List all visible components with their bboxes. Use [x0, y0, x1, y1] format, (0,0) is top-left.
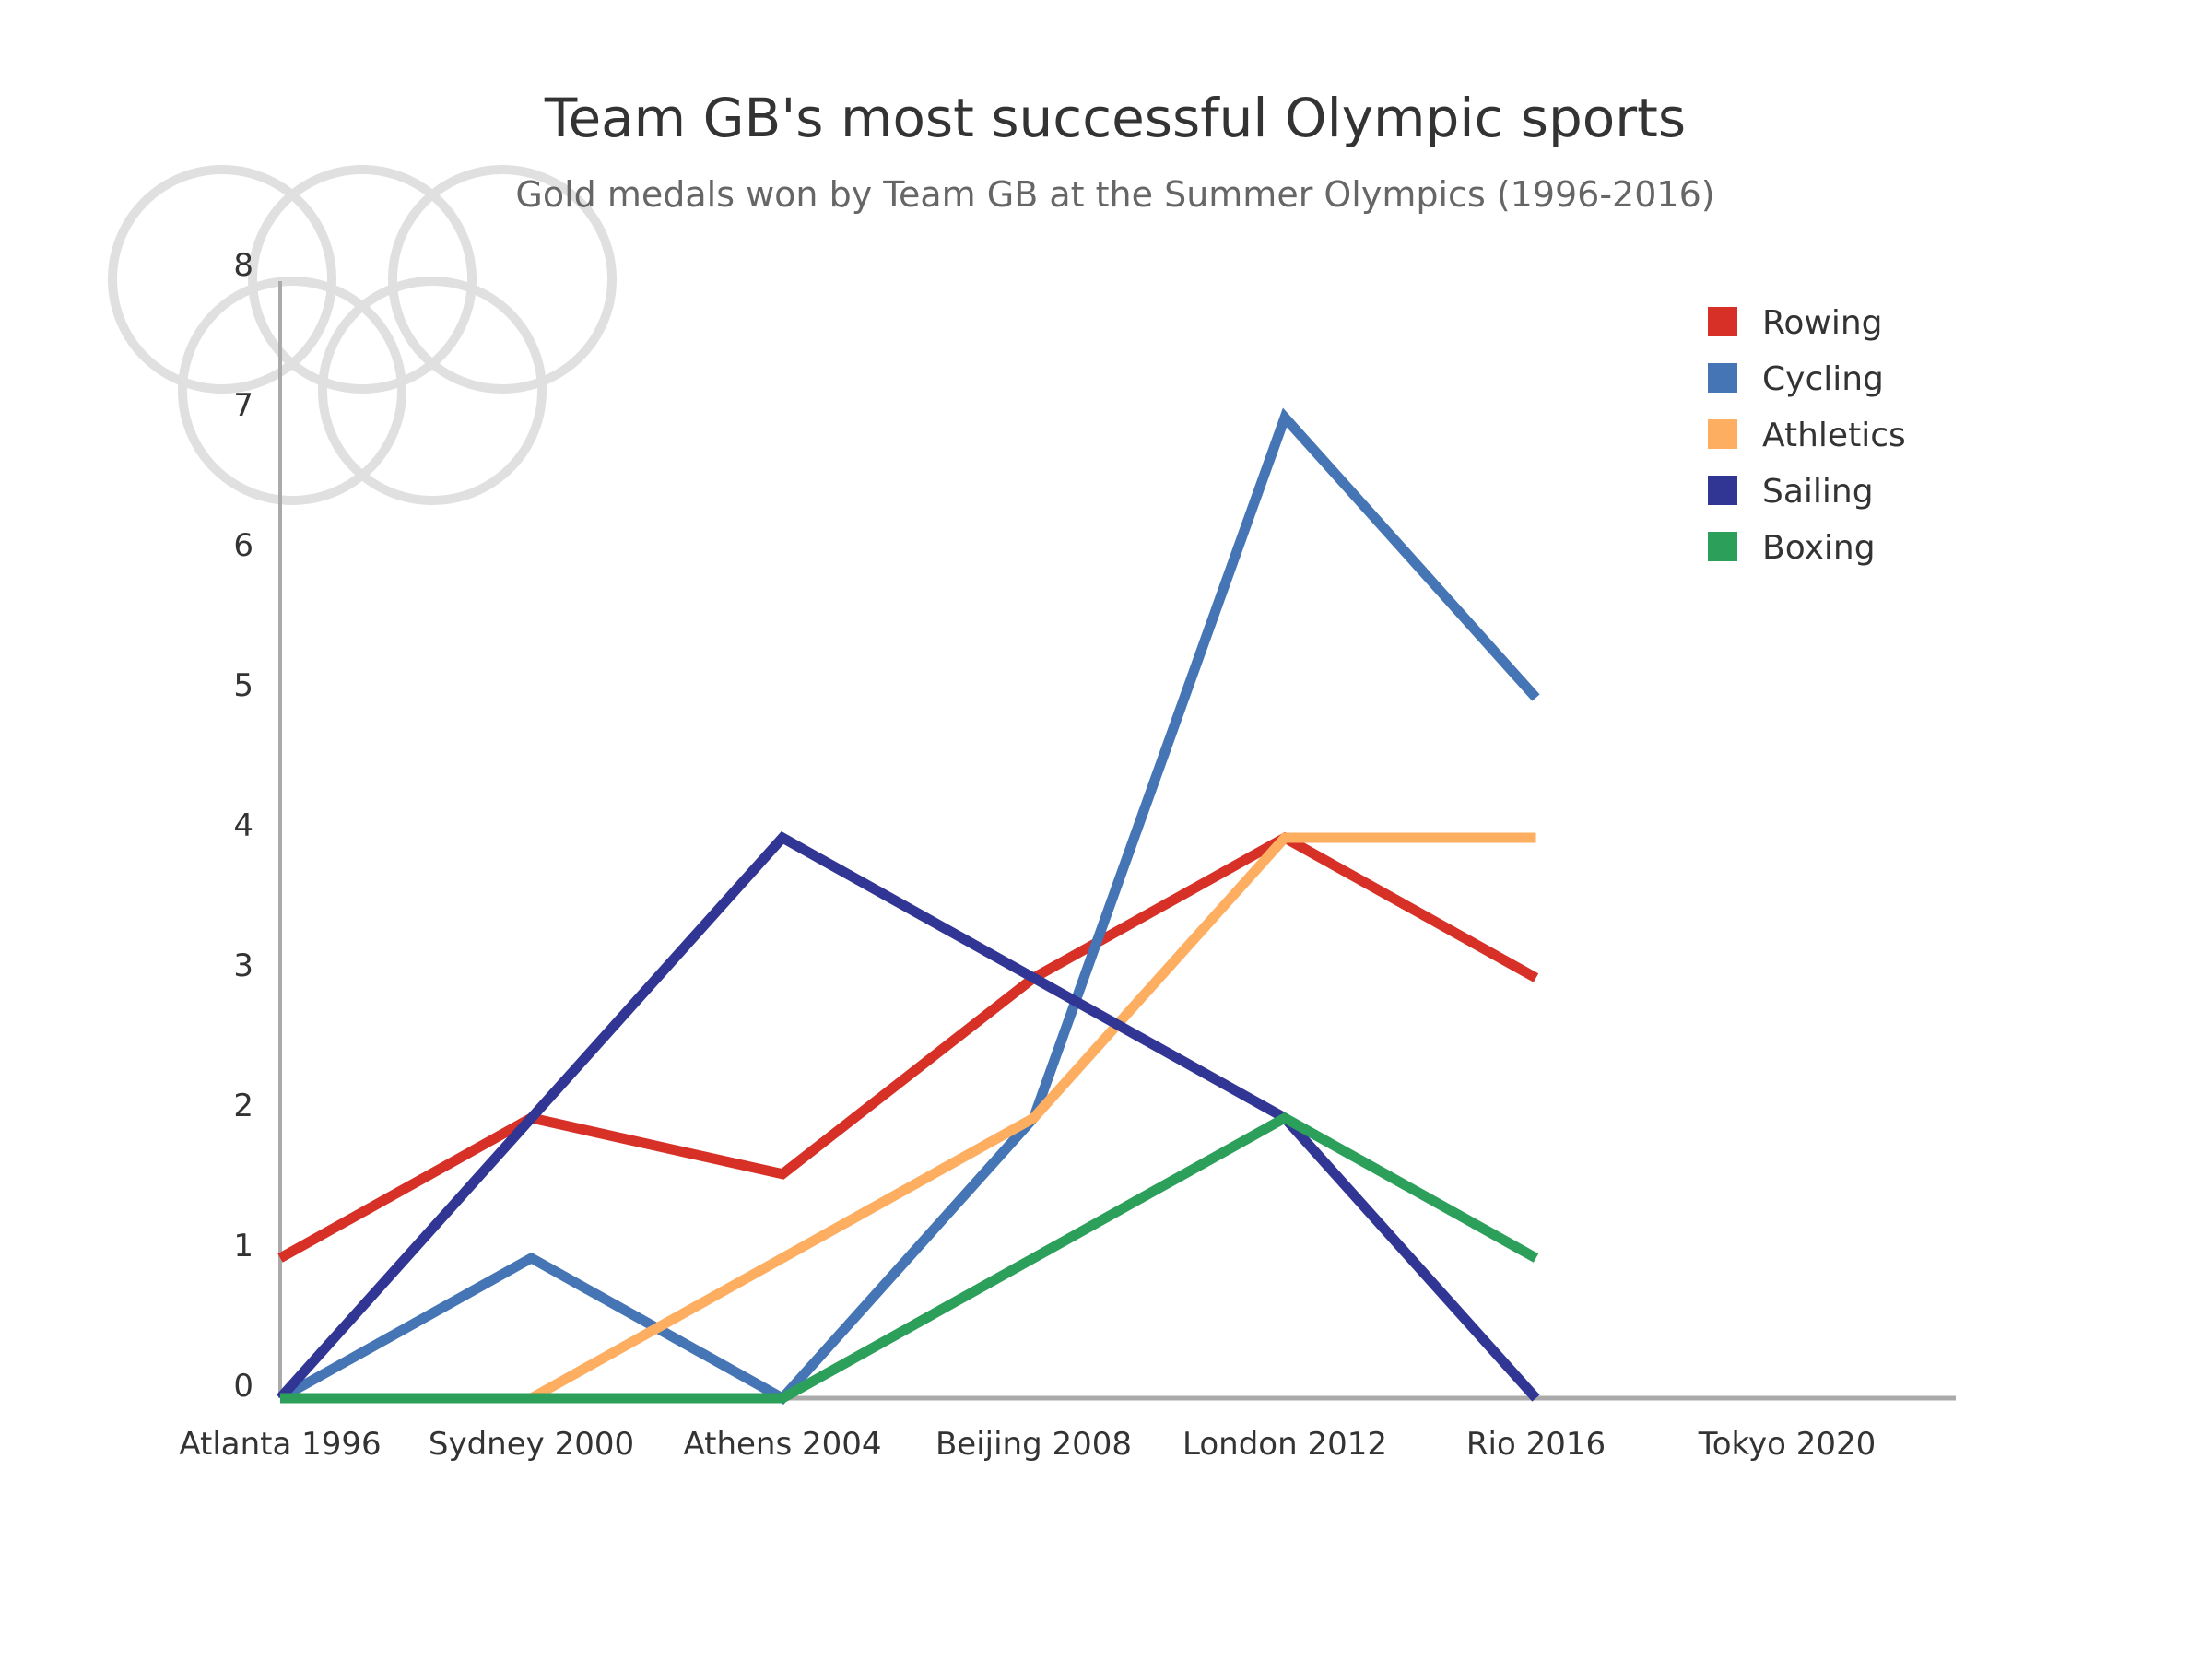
series-line-cycling [277, 407, 1540, 1405]
legend-swatch-athletics [1708, 419, 1737, 449]
olympic-ring [108, 165, 336, 394]
x-tick-label: Sydney 2000 [429, 1426, 634, 1463]
legend-label-athletics: Athletics [1762, 417, 1906, 454]
series-line-athletics [528, 832, 1536, 1403]
legend-swatch-cycling [1708, 363, 1737, 393]
y-axis-ticks: 0 1 2 3 4 5 6 7 8 [233, 247, 253, 1405]
series-lines [276, 407, 1540, 1405]
legend-swatch-sailing [1708, 476, 1737, 505]
y-tick-label: 1 [233, 1228, 253, 1265]
x-tick-label: Rio 2016 [1466, 1426, 1606, 1463]
legend-swatch-rowing [1708, 307, 1737, 336]
legend-swatch-boxing [1708, 532, 1737, 561]
legend-label-sailing: Sailing [1762, 473, 1874, 511]
series-line-sailing [276, 831, 1540, 1402]
x-tick-label: Atlanta 1996 [179, 1426, 381, 1463]
x-tick-label: Beijing 2008 [935, 1426, 1132, 1463]
y-tick-label: 5 [233, 667, 253, 704]
y-tick-label: 0 [233, 1368, 253, 1405]
y-tick-label: 2 [233, 1088, 253, 1124]
olympic-rings-decoration [108, 165, 617, 505]
legend-label-rowing: Rowing [1762, 304, 1883, 342]
chart-title: Team GB's most successful Olympic sports [544, 87, 1686, 149]
x-tick-label: London 2012 [1182, 1426, 1387, 1463]
olympic-ring [178, 276, 406, 505]
legend-label-cycling: Cycling [1762, 360, 1884, 398]
y-tick-label: 4 [233, 807, 253, 844]
axes [278, 281, 1956, 1401]
y-tick-label: 7 [233, 387, 253, 424]
legend: Rowing Cycling Athletics Sailing Boxing [1708, 304, 1906, 567]
y-tick-label: 6 [233, 527, 253, 564]
legend-label-boxing: Boxing [1762, 529, 1876, 567]
olympic-ring [388, 165, 617, 394]
x-axis-ticks: Atlanta 1996 Sydney 2000 Athens 2004 Beijin… [179, 1426, 1876, 1463]
y-tick-label: 3 [233, 947, 253, 984]
x-tick-label: Tokyo 2020 [1698, 1426, 1877, 1463]
series-line-rowing [277, 831, 1539, 1263]
series-line-boxing [280, 1112, 1539, 1404]
y-tick-label: 8 [233, 247, 253, 284]
olympic-ring [318, 276, 547, 505]
x-tick-label: Athens 2004 [683, 1426, 881, 1463]
chart-subtitle: Gold medals won by Team GB at the Summer… [515, 174, 1714, 215]
olympic-ring [248, 165, 477, 394]
